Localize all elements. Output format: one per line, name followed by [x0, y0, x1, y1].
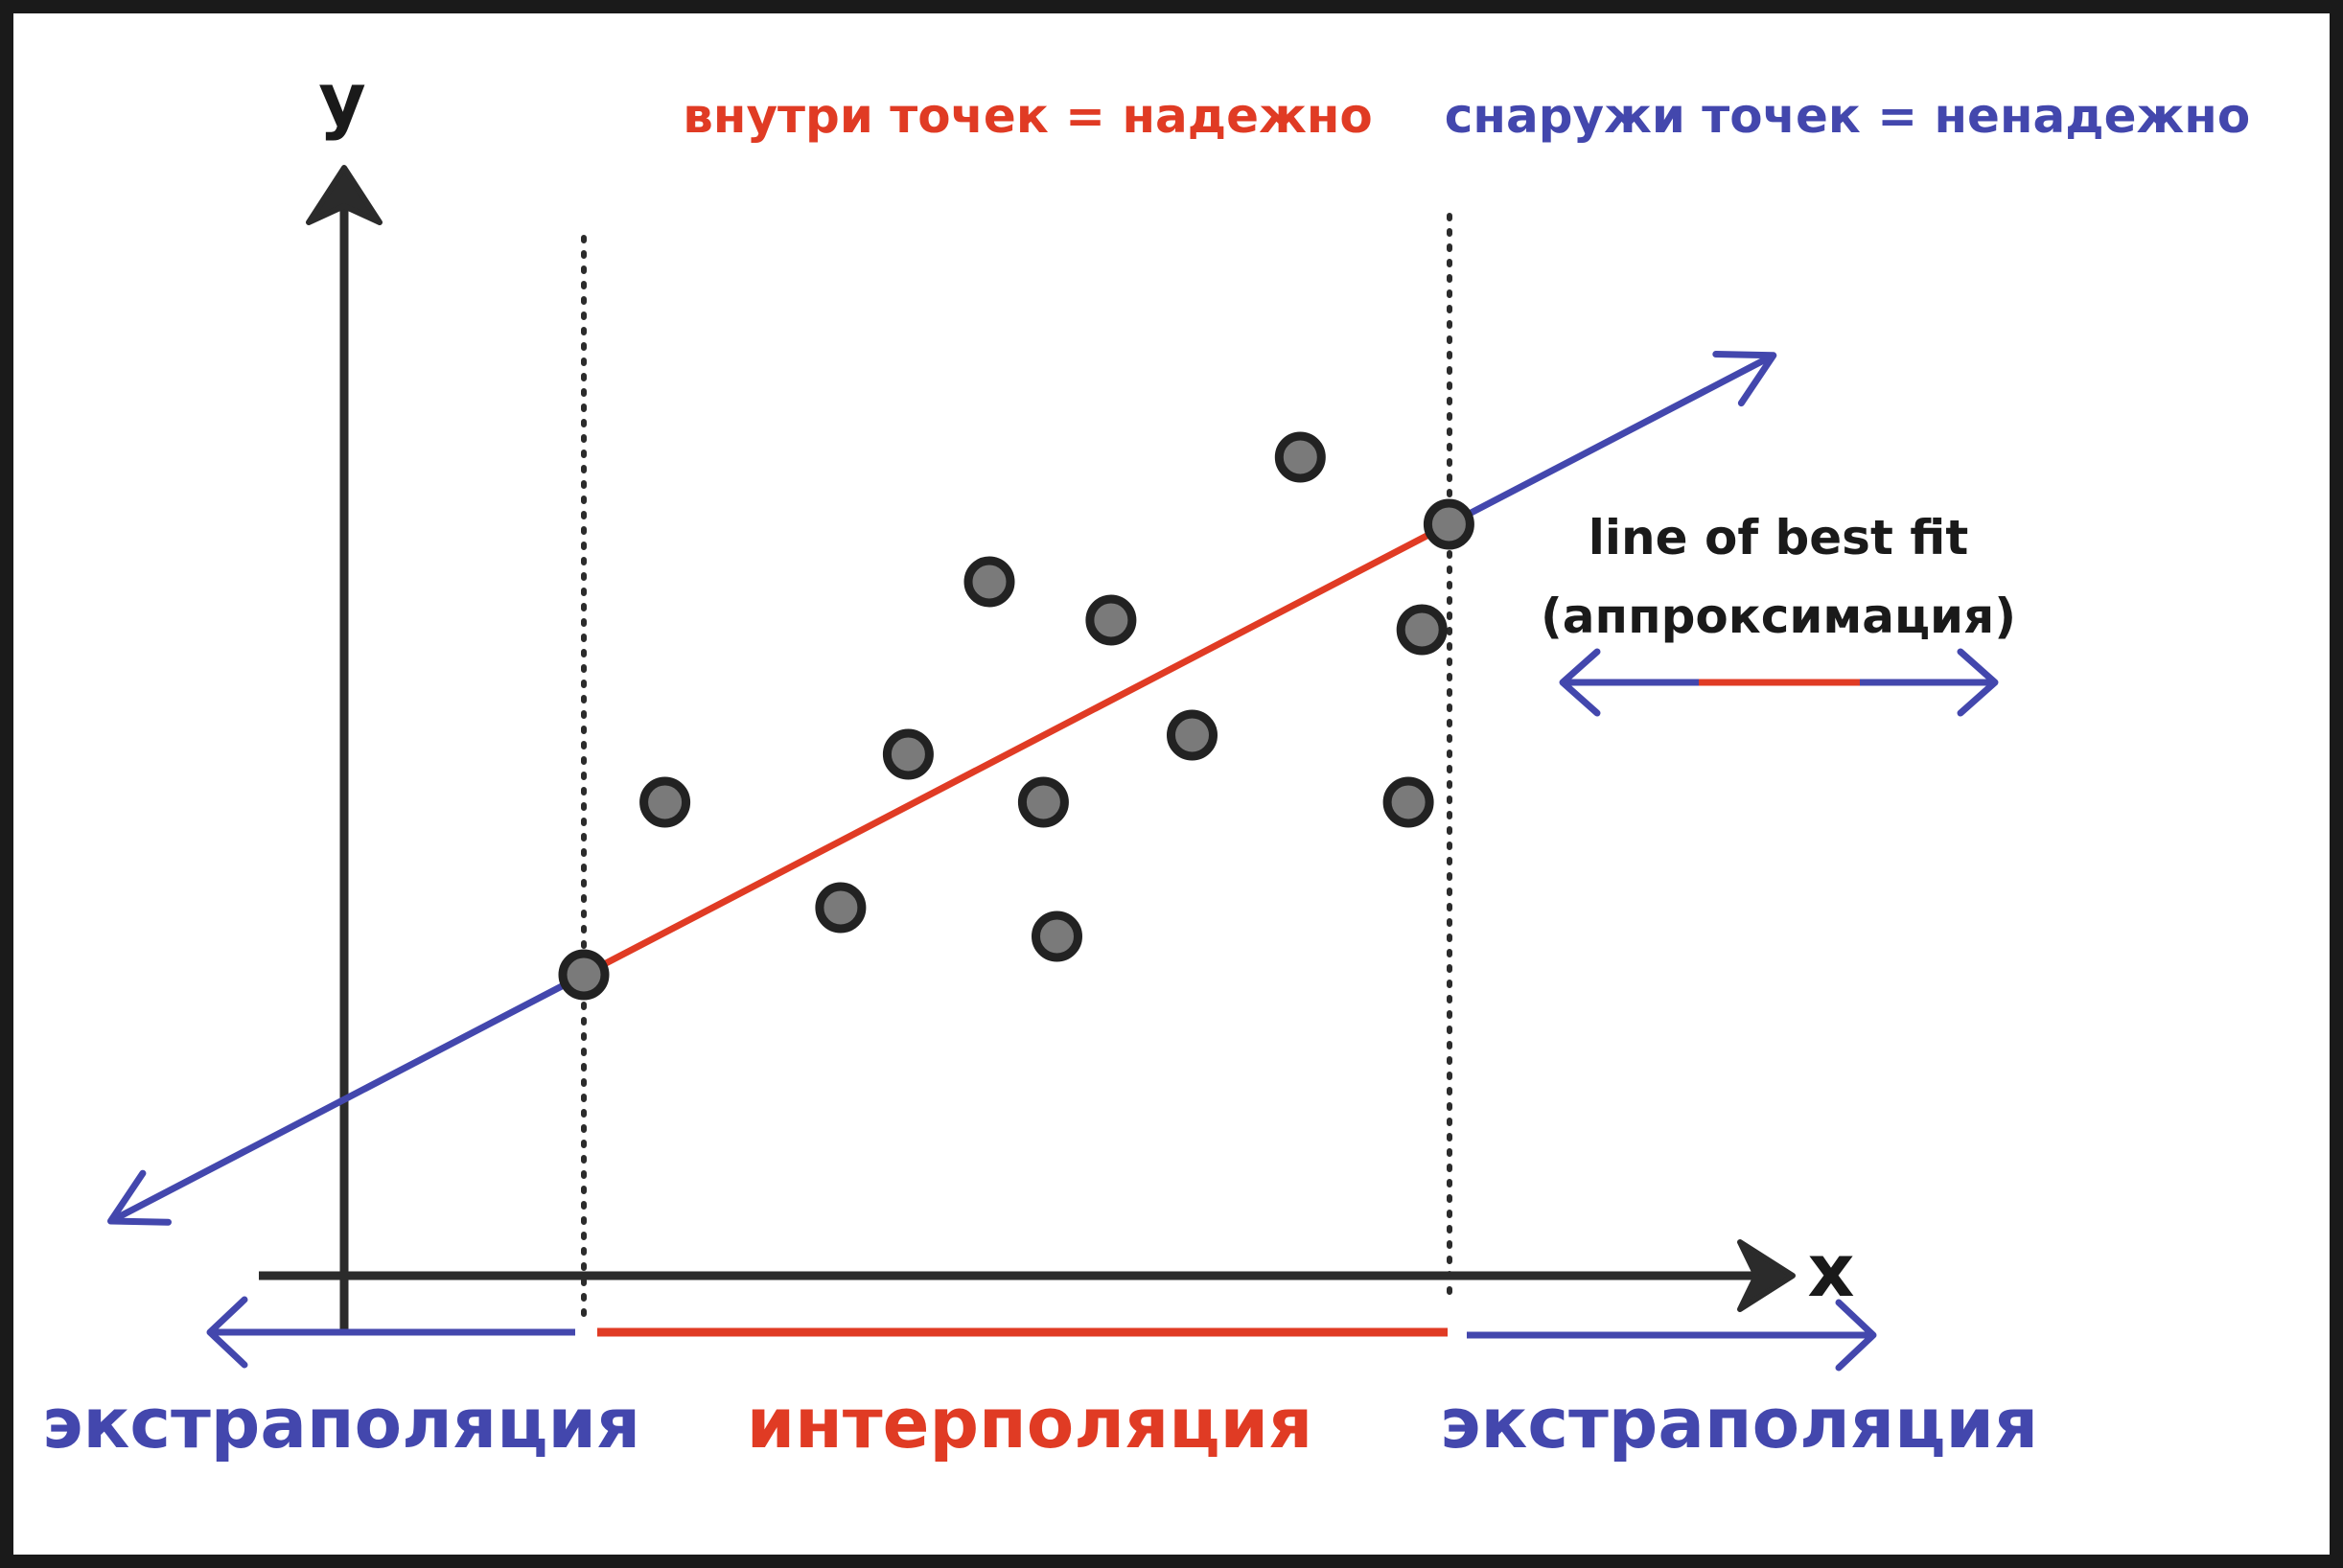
legend: line of best fit (аппроксимация) [1541, 510, 2016, 717]
data-point [963, 556, 1015, 608]
data-point [558, 949, 610, 1001]
background [13, 13, 2330, 1555]
data-point [639, 776, 691, 828]
legend-arrowhead-right [1957, 648, 1999, 717]
data-point [1396, 604, 1448, 656]
legend-subtitle: (аппроксимация) [1541, 588, 2016, 644]
extrapolation-right-label: экстраполяция [1440, 1383, 2038, 1464]
data-point [1085, 594, 1137, 646]
outside-unreliable-note: снаружи точек = ненадежно [1445, 88, 2250, 144]
data-point [1032, 911, 1082, 962]
bottom-left-arrowhead [206, 1296, 248, 1369]
x-axis-arrowhead [1737, 1239, 1796, 1312]
data-point [1274, 431, 1326, 483]
data-point [882, 728, 934, 780]
legend-arrowhead-left [1559, 648, 1601, 717]
y-axis [306, 165, 383, 1330]
data-point [1382, 776, 1434, 828]
interpolation-label: интерполяция [747, 1383, 1313, 1464]
inside-reliable-note: внутри точек = надежно [683, 88, 1372, 144]
fit-line-arrowhead-right [1712, 351, 1777, 407]
legend-title: line of best fit [1589, 510, 1968, 565]
bottom-extrapolation-left-bar [206, 1296, 575, 1369]
data-point [1167, 709, 1218, 761]
x-axis [259, 1239, 1796, 1312]
data-point [815, 882, 867, 934]
fit-line-extrapolation-right [1447, 352, 1775, 528]
data-point [1423, 498, 1474, 550]
y-axis-arrowhead [306, 165, 383, 225]
fit-line-interpolation [582, 520, 1451, 979]
bottom-extrapolation-right-bar [1467, 1299, 1877, 1372]
x-axis-label: x [1807, 1228, 1854, 1313]
data-point [1017, 776, 1069, 828]
extrapolation-left-label: экстраполяция [42, 1383, 640, 1464]
data-points [558, 431, 1474, 1001]
fit-line-arrowhead-left [107, 1169, 172, 1226]
y-axis-label: y [318, 57, 366, 142]
bottom-right-arrowhead [1835, 1299, 1877, 1372]
fit-line-extrapolation-left [108, 971, 586, 1225]
